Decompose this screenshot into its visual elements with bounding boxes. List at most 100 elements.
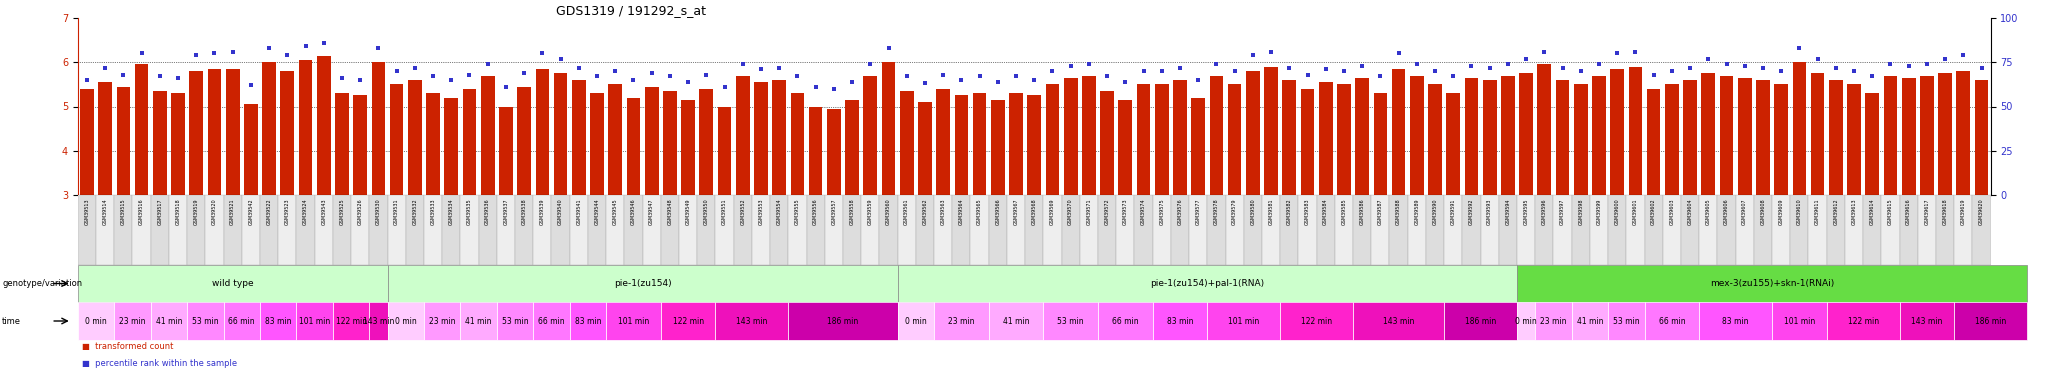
Text: GSM39575: GSM39575 — [1159, 198, 1163, 225]
Text: GSM39606: GSM39606 — [1724, 198, 1729, 225]
Text: 143 min: 143 min — [362, 316, 393, 326]
Point — [434, 77, 467, 83]
Text: GSM39539: GSM39539 — [541, 198, 545, 225]
Bar — [1554, 195, 1571, 265]
Bar — [1153, 195, 1171, 265]
Point — [1382, 50, 1415, 56]
Text: 143 min: 143 min — [1382, 316, 1415, 326]
Bar — [553, 74, 567, 195]
Bar — [915, 195, 934, 265]
Bar — [1100, 91, 1114, 195]
Text: 0 min: 0 min — [395, 316, 416, 326]
Point — [326, 75, 358, 81]
Point — [1509, 56, 1542, 62]
Bar — [299, 60, 313, 195]
Text: 101 min: 101 min — [1229, 316, 1260, 326]
Bar — [168, 195, 186, 265]
Point — [1602, 50, 1634, 56]
Point — [344, 77, 377, 83]
Point — [1892, 63, 1925, 69]
Bar — [369, 195, 387, 265]
Bar — [571, 80, 586, 195]
Bar — [1210, 75, 1223, 195]
Bar — [791, 93, 805, 195]
Bar — [154, 91, 166, 195]
Bar — [78, 195, 96, 265]
Text: 0 min: 0 min — [905, 316, 926, 326]
Text: 101 min: 101 min — [1784, 316, 1815, 326]
Bar — [1063, 78, 1077, 195]
Text: 41 min: 41 min — [465, 316, 492, 326]
Bar — [1118, 100, 1133, 195]
Text: GSM39614: GSM39614 — [1870, 198, 1874, 225]
Point — [1454, 63, 1487, 69]
Bar — [1683, 80, 1698, 195]
Point — [635, 70, 668, 76]
Point — [199, 50, 231, 56]
Text: GSM39599: GSM39599 — [1597, 198, 1602, 225]
Point — [1874, 61, 1907, 67]
Point — [1145, 68, 1178, 74]
Bar — [971, 195, 989, 265]
Bar — [825, 195, 844, 265]
Bar — [1608, 195, 1626, 265]
Text: GSM39618: GSM39618 — [1944, 198, 1948, 225]
Text: GSM39562: GSM39562 — [922, 198, 928, 225]
Text: 101 min: 101 min — [299, 316, 330, 326]
Text: GSM39561: GSM39561 — [905, 198, 909, 225]
Bar — [733, 195, 752, 265]
Bar — [1720, 75, 1733, 195]
Text: GSM39546: GSM39546 — [631, 198, 637, 225]
Text: GSM39553: GSM39553 — [758, 198, 764, 225]
Point — [872, 45, 905, 51]
Text: GSM39570: GSM39570 — [1069, 198, 1073, 225]
Text: GSM39588: GSM39588 — [1397, 198, 1401, 225]
Text: GSM39543: GSM39543 — [322, 198, 326, 225]
Text: GSM39598: GSM39598 — [1579, 198, 1583, 225]
Text: GSM39569: GSM39569 — [1051, 198, 1055, 225]
Text: GSM39579: GSM39579 — [1233, 198, 1237, 225]
Bar — [1575, 84, 1587, 195]
Text: 122 min: 122 min — [336, 316, 367, 326]
Bar — [754, 82, 768, 195]
Bar — [682, 100, 694, 195]
Point — [1747, 64, 1780, 70]
Point — [1673, 64, 1706, 70]
Text: GSM39611: GSM39611 — [1815, 198, 1821, 225]
Bar — [1610, 69, 1624, 195]
Bar — [1571, 195, 1589, 265]
Bar — [1626, 195, 1645, 265]
Bar — [354, 96, 367, 195]
Bar — [1409, 75, 1423, 195]
Text: GSM39617: GSM39617 — [1925, 198, 1929, 225]
Point — [1710, 61, 1743, 67]
Bar — [1735, 195, 1753, 265]
Bar — [1174, 80, 1186, 195]
Text: GSM39576: GSM39576 — [1178, 198, 1182, 225]
Point — [1636, 72, 1669, 78]
Bar — [1444, 195, 1462, 265]
Bar — [827, 109, 840, 195]
Bar — [1010, 93, 1022, 195]
Text: 53 min: 53 min — [193, 316, 219, 326]
Text: GSM39552: GSM39552 — [739, 198, 745, 225]
Text: GSM39602: GSM39602 — [1651, 198, 1657, 225]
Bar — [899, 91, 913, 195]
Bar — [281, 71, 295, 195]
Point — [526, 50, 559, 56]
Bar — [1827, 195, 1845, 265]
Text: GSM39597: GSM39597 — [1561, 198, 1565, 225]
Bar — [1753, 195, 1772, 265]
Text: GSM39517: GSM39517 — [158, 198, 162, 225]
Text: GSM39525: GSM39525 — [340, 198, 344, 225]
Bar — [133, 195, 152, 265]
Text: GSM39619: GSM39619 — [1960, 198, 1966, 225]
Text: GSM39520: GSM39520 — [211, 198, 217, 225]
Bar — [1847, 84, 1862, 195]
Point — [1491, 61, 1524, 67]
Bar — [1061, 195, 1079, 265]
Bar — [1556, 80, 1569, 195]
Point — [690, 72, 723, 78]
Point — [453, 72, 485, 78]
Text: GSM39574: GSM39574 — [1141, 198, 1147, 225]
